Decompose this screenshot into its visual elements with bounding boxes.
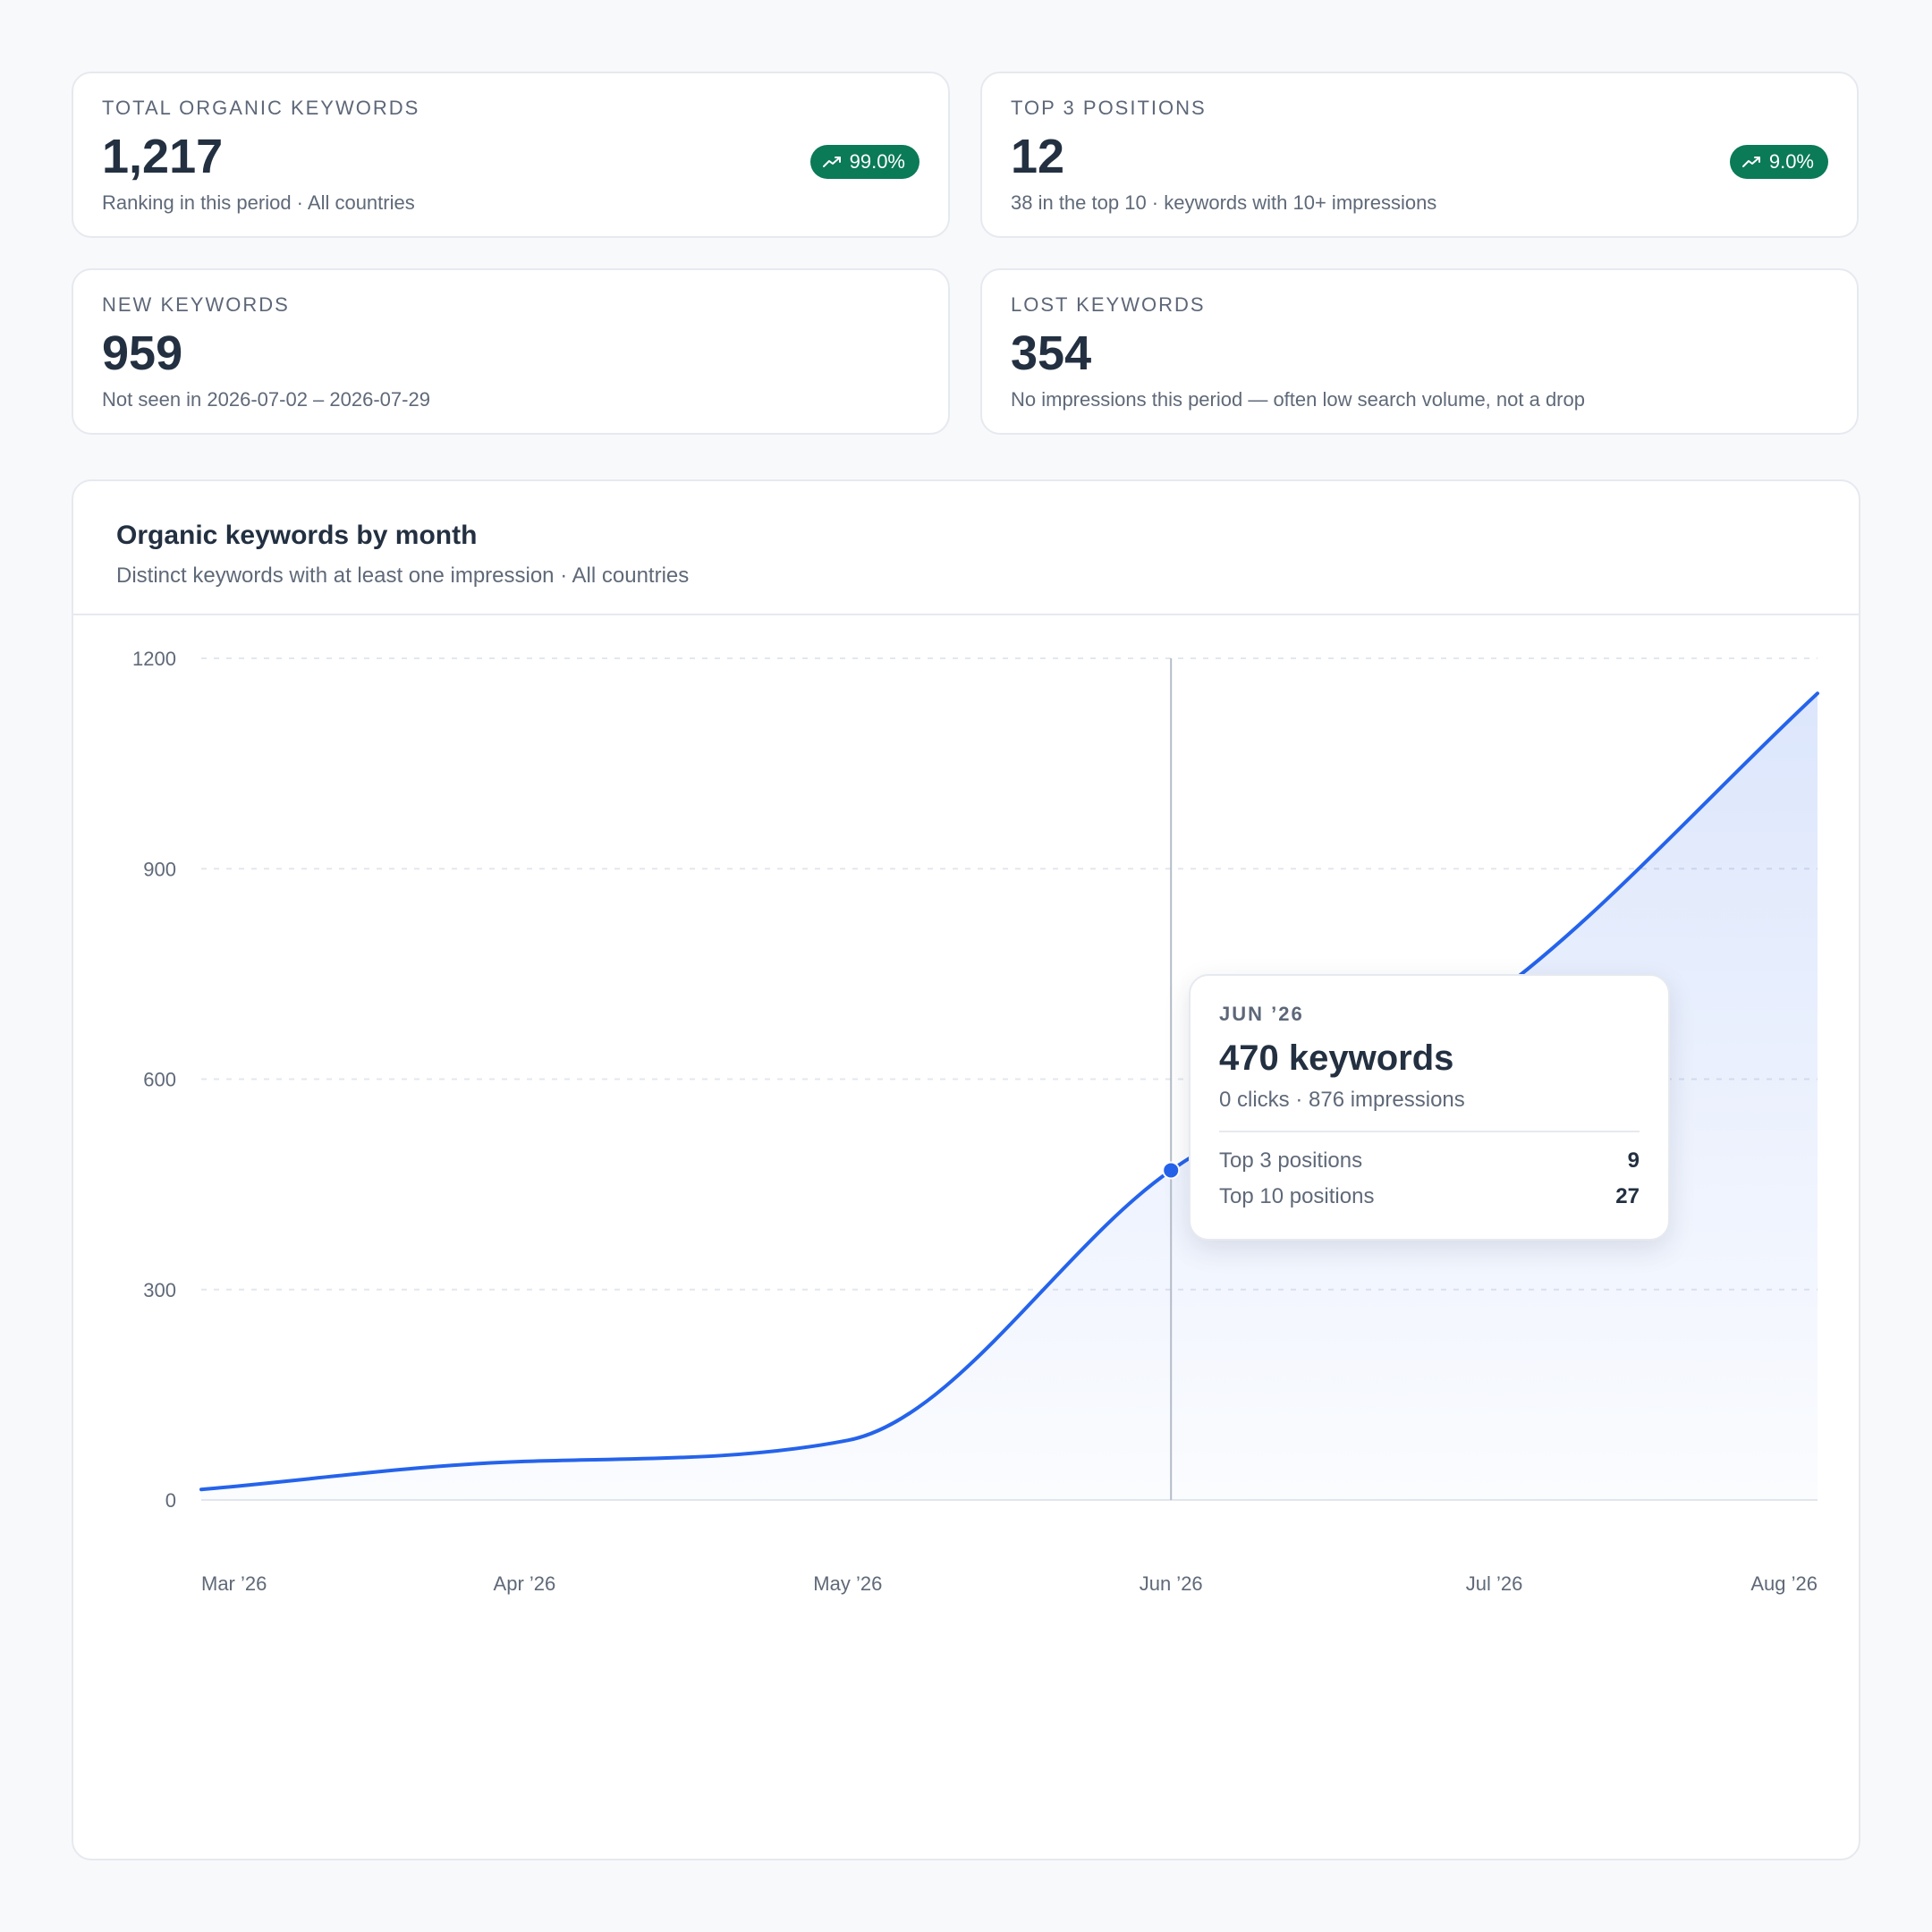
stat-value: 1,217 — [102, 130, 224, 183]
stat-card-top3-positions: TOP 3 POSITIONS 12 38 in the top 10 · ke… — [980, 72, 1859, 238]
stat-label: TOTAL ORGANIC KEYWORDS — [102, 97, 420, 119]
tooltip-row-value: 27 — [1615, 1184, 1640, 1208]
tooltip-row-label: Top 10 positions — [1219, 1184, 1375, 1208]
stat-label: NEW KEYWORDS — [102, 293, 290, 316]
stat-description: No impressions this period — often low s… — [1011, 388, 1585, 411]
trend-badge: 99.0% — [809, 145, 919, 179]
stat-label: TOP 3 POSITIONS — [1011, 97, 1207, 119]
chart-tooltip: JUN ’26 470 keywords 0 clicks · 876 impr… — [1189, 974, 1670, 1241]
stat-value: 12 — [1011, 130, 1065, 183]
stat-value: 959 — [102, 326, 183, 380]
tooltip-row-label: Top 3 positions — [1219, 1148, 1363, 1173]
tooltip-divider — [1219, 1131, 1640, 1132]
stat-description: Not seen in 2026-07-02 – 2026-07-29 — [102, 388, 430, 411]
trend-up-icon — [1741, 157, 1760, 167]
tooltip-row-top10: Top 10 positions 27 — [1219, 1184, 1640, 1209]
trend-badge-value: 99.0% — [849, 150, 905, 173]
stat-label: LOST KEYWORDS — [1011, 293, 1206, 316]
tooltip-details: 0 clicks · 876 impressions — [1219, 1088, 1465, 1112]
stat-description: Ranking in this period · All countries — [102, 191, 415, 214]
chart-subtitle: Distinct keywords with at least one impr… — [116, 564, 690, 588]
stat-description: 38 in the top 10 · keywords with 10+ imp… — [1011, 191, 1437, 214]
stat-value: 354 — [1011, 326, 1092, 380]
tooltip-row-top3: Top 3 positions 9 — [1219, 1148, 1640, 1174]
tooltip-keywords: 470 keywords — [1219, 1038, 1454, 1078]
chart-title: Organic keywords by month — [116, 521, 478, 550]
stat-card-total-keywords: TOTAL ORGANIC KEYWORDS 1,217 Ranking in … — [72, 72, 950, 238]
trend-badge: 9.0% — [1729, 145, 1828, 179]
trend-badge-value: 9.0% — [1768, 150, 1814, 173]
trend-up-icon — [822, 157, 841, 167]
chart-header: Organic keywords by month Distinct keywo… — [73, 481, 1859, 615]
stat-card-new-keywords: NEW KEYWORDS 959 Not seen in 2026-07-02 … — [72, 268, 950, 435]
tooltip-month: JUN ’26 — [1219, 1003, 1304, 1025]
tooltip-row-value: 9 — [1627, 1148, 1640, 1173]
stat-card-lost-keywords: LOST KEYWORDS 354 No impressions this pe… — [980, 268, 1859, 435]
